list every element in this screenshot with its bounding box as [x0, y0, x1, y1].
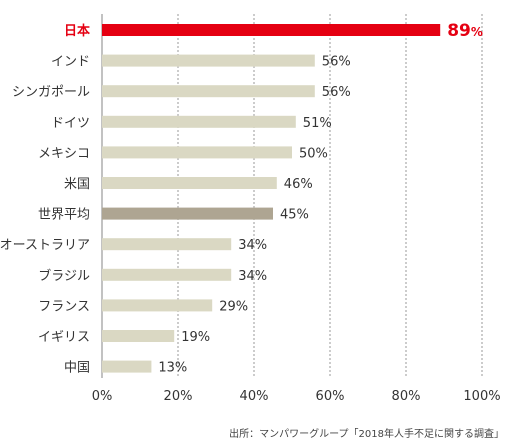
- bar: [102, 177, 277, 189]
- data-label: 19%: [181, 330, 210, 345]
- data-label: 13%: [158, 361, 187, 376]
- data-label: 45%: [280, 208, 309, 223]
- category-labels: 日本インドシンガポールドイツメキシコ米国世界平均オーストラリアブラジルフランスイ…: [0, 23, 90, 376]
- category-label: 中国: [64, 361, 90, 376]
- data-label: 56%: [322, 55, 351, 70]
- bar: [102, 330, 175, 342]
- category-label: 日本: [64, 23, 90, 39]
- x-tick-label: 20%: [164, 389, 193, 404]
- bar: [102, 115, 296, 128]
- category-label: イギリス: [38, 330, 90, 345]
- x-tick-label: 80%: [392, 389, 421, 404]
- x-tick-label: 60%: [316, 389, 345, 404]
- bar: [102, 24, 441, 36]
- category-label: フランス: [38, 299, 90, 314]
- data-label: 29%: [219, 299, 248, 314]
- category-label: シンガポール: [12, 85, 90, 100]
- bars: [102, 24, 441, 373]
- data-label: 51%: [303, 116, 332, 131]
- bar: [102, 146, 292, 159]
- bar: [102, 207, 273, 220]
- bar: [102, 238, 232, 251]
- bar: [102, 268, 232, 281]
- data-label: 34%: [238, 269, 267, 284]
- category-label: ブラジル: [38, 268, 90, 284]
- bar: [102, 360, 152, 373]
- category-label: インド: [51, 55, 90, 70]
- data-label: 34%: [238, 238, 267, 253]
- bar: [102, 54, 315, 67]
- gridlines: [101, 14, 483, 378]
- x-tick-label: 40%: [240, 389, 269, 404]
- data-label: 56%: [322, 85, 351, 100]
- value-labels: 89% 56% 56% 51% 50% 46% 45% 34% 34% 29% 19% 13%: [158, 21, 483, 376]
- data-label: 89%: [447, 21, 483, 41]
- category-label: ドイツ: [51, 116, 90, 131]
- category-label: 世界平均: [38, 208, 90, 223]
- bar: [102, 299, 213, 312]
- category-label: 米国: [64, 177, 90, 192]
- x-tick-labels: 0% 20% 40% 60% 80% 100%: [92, 389, 501, 404]
- x-tick-label: 0%: [92, 389, 113, 404]
- category-label: メキシコ: [38, 146, 90, 161]
- data-label: 50%: [299, 146, 328, 161]
- x-tick-label: 100%: [463, 389, 500, 404]
- data-label: 46%: [284, 177, 313, 192]
- category-label: オーストラリア: [0, 238, 90, 253]
- bar: [102, 85, 315, 98]
- source-note: 出所：マンパワーグループ「2018年人手不足に関する調査」: [229, 429, 504, 440]
